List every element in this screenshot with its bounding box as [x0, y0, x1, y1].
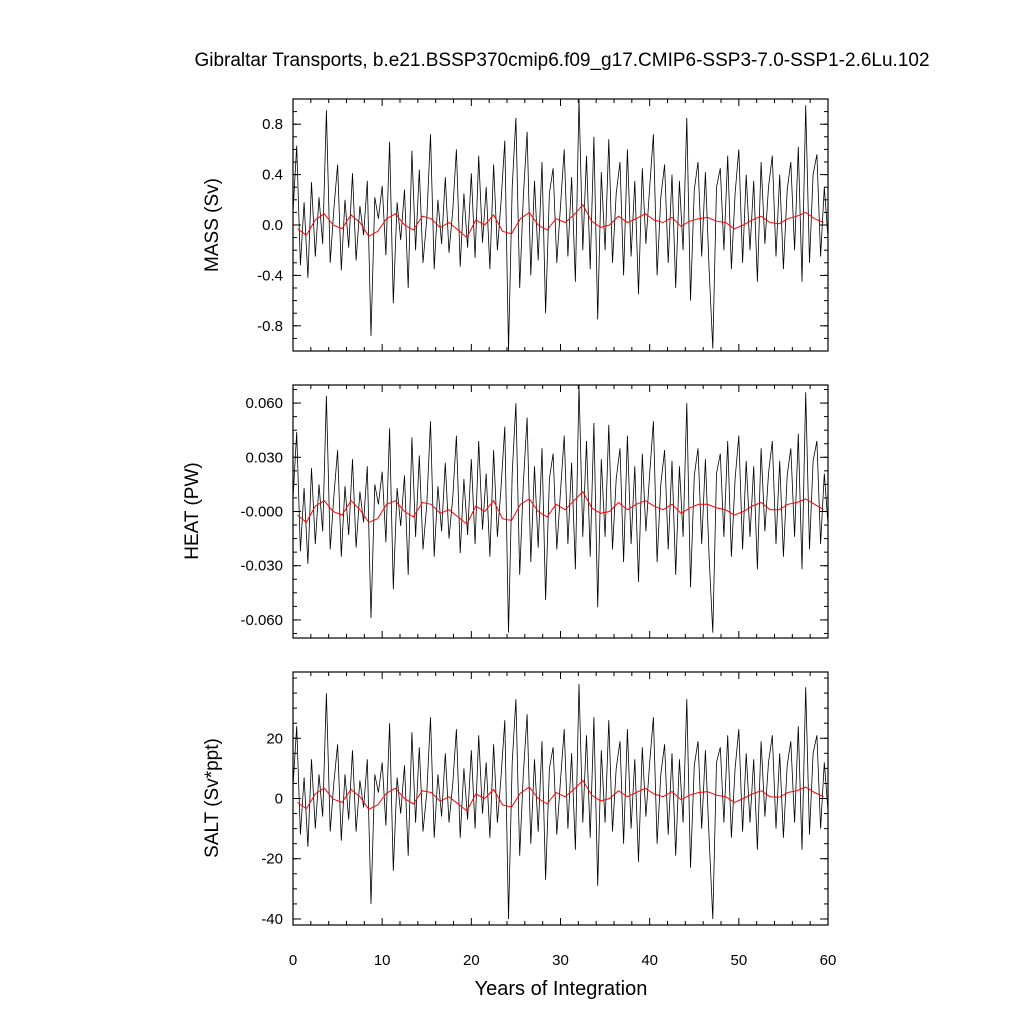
salt-y-tick-label: -40: [261, 911, 283, 928]
chart-title: Gibraltar Transports, b.e21.BSSP370cmip6…: [194, 50, 929, 71]
panel-mass: 0.8 0.4 0.0 -0.4 -0.8 MASS (Sv): [202, 98, 829, 352]
salt-y-tick-label: -20: [261, 851, 283, 868]
heat-y-axis-label: HEAT (PW): [182, 462, 203, 559]
mass-y-tick-label: -0.4: [257, 267, 283, 284]
panel-salt: 20 0 -20 -40 SALT (Sv*ppt): [202, 671, 829, 928]
heat-y-tick-label: 0.060: [245, 395, 283, 412]
x-tick-label: 20: [463, 952, 480, 969]
x-tick-label: 0: [289, 952, 297, 969]
x-tick-label: 60: [820, 952, 837, 969]
salt-y-tick-label: 0: [275, 791, 283, 808]
salt-y-tick-label: 20: [266, 730, 283, 747]
mass-plot-frame: [292, 98, 829, 352]
mass-y-tick-label: 0.0: [262, 217, 283, 234]
salt-tick-layer: 20 0 -20 -40: [261, 672, 829, 928]
salt-annual-series-line: [297, 779, 824, 812]
heat-y-tick-label: -0.060: [240, 612, 283, 629]
mass-monthly-series-line: [292, 98, 829, 352]
heat-annual-series-line: [297, 490, 824, 525]
salt-y-axis-label: SALT (Sv*ppt): [202, 738, 223, 858]
heat-monthly-series-line: [292, 384, 829, 633]
mass-y-tick-label: 0.8: [262, 116, 283, 133]
mass-annual-series-line: [297, 203, 824, 239]
salt-series-layer: [292, 683, 829, 920]
x-tick-label: 50: [730, 952, 747, 969]
heat-series-layer: [292, 384, 829, 633]
salt-monthly-series-line: [292, 683, 829, 920]
mass-tick-layer: 0.8 0.4 0.0 -0.4 -0.8: [257, 98, 829, 352]
x-tick-label: 10: [374, 952, 391, 969]
mass-y-tick-label: 0.4: [262, 167, 283, 184]
heat-y-tick-label: 0.030: [245, 449, 283, 466]
x-axis-label: Years of Integration: [475, 978, 648, 1000]
x-tick-label: 40: [641, 952, 658, 969]
x-tick-labels: 0 10 20 30 40 50 60: [289, 952, 837, 969]
heat-y-tick-label: -0.000: [240, 504, 283, 521]
heat-y-tick-label: -0.030: [240, 558, 283, 575]
x-tick-label: 30: [552, 952, 569, 969]
heat-plot-frame: [292, 384, 829, 639]
mass-y-axis-label: MASS (Sv): [202, 178, 223, 272]
mass-series-layer: [292, 98, 829, 352]
panel-heat: 0.060 0.030 -0.000 -0.030 -0.060 HEAT (PW): [182, 384, 829, 639]
mass-y-tick-label: -0.8: [257, 318, 283, 335]
heat-tick-layer: 0.060 0.030 -0.000 -0.030 -0.060: [240, 385, 829, 638]
salt-plot-frame: [292, 671, 829, 926]
